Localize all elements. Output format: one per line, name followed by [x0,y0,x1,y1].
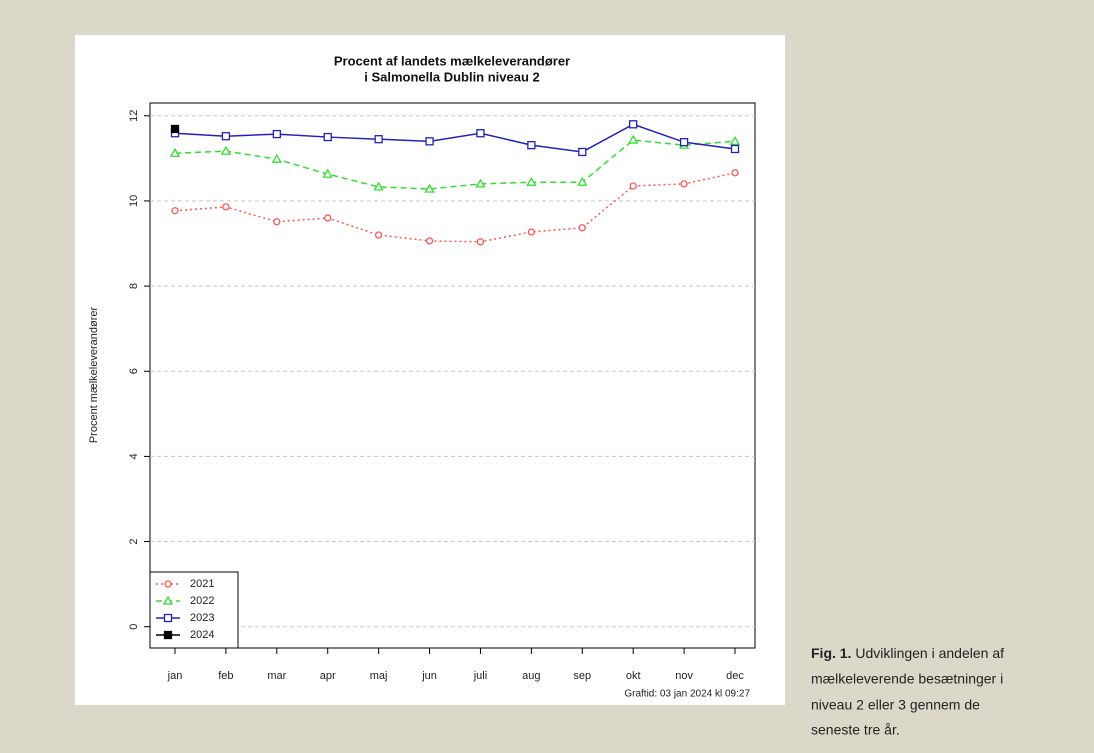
legend-marker [162,595,174,605]
x-tick-label: feb [218,670,233,682]
x-tick-label: aug [522,670,540,682]
x-tick-label: mar [267,670,286,682]
legend-label: 2021 [190,578,214,590]
x-tick-label: dec [726,670,744,682]
caption-line: Fig. 1. Udviklingen i andelen af [811,645,1004,661]
x-tick-label: jun [421,670,437,682]
data-point [730,144,740,154]
x-tick-label: sep [573,670,591,682]
series-line [174,172,736,243]
legend-label: 2022 [190,595,214,607]
data-point [322,168,333,178]
y-tick-label: 10 [128,195,140,207]
data-point [680,180,688,188]
data-point [425,237,434,245]
data-point [272,129,281,139]
data-point [271,153,282,163]
data-point [222,203,230,211]
legend-marker [164,580,172,588]
data-point [526,176,537,186]
y-axis-label: Procent mælkeleverandører [88,307,100,444]
data-point [273,218,281,226]
y-tick-label: 0 [128,624,140,630]
x-tick-label: jan [167,670,183,682]
x-tick-label: maj [370,670,388,682]
x-tick-label: apr [320,670,336,682]
data-point [374,135,383,144]
data-point [424,183,435,193]
data-point [169,147,181,157]
legend-label: 2024 [190,629,214,641]
caption-label: Fig. 1. [811,645,851,661]
data-point [475,178,486,188]
caption-line: seneste tre år. [811,722,900,738]
y-tick-label: 4 [128,453,140,459]
data-point [731,169,739,177]
plot-frame [149,102,756,649]
data-point [628,134,639,144]
x-tick-label: nov [675,670,693,682]
data-point [629,182,637,190]
data-point [170,124,180,134]
legend-marker [163,613,173,623]
data-point [220,145,232,155]
y-tick-label: 12 [128,110,140,122]
data-point [729,136,741,145]
x-tick-label: okt [626,670,641,682]
series-line [174,139,736,190]
data-point [373,181,384,191]
data-point [527,228,536,236]
data-point [679,138,689,147]
legend-label: 2023 [190,612,214,624]
data-point [221,132,231,141]
legend-marker [163,630,173,640]
data-point [476,129,485,138]
y-tick-label: 2 [128,538,140,544]
data-point [578,147,587,157]
caption-text: Udviklingen i andelen af [855,645,1004,661]
data-point [324,214,332,222]
data-point [577,176,588,186]
chart-title: Procent af landets mælkeleverandører [334,53,570,68]
y-tick-label: 6 [128,368,140,374]
footnote: Graftid: 03 jan 2024 kl 09:27 [624,689,750,700]
data-point [629,120,638,129]
data-point [374,231,383,239]
caption-line: niveau 2 eller 3 gennem de [811,697,980,713]
chart-title: i Salmonella Dublin niveau 2 [364,69,540,84]
data-point [476,238,485,246]
data-point [171,207,179,215]
x-tick-label: juli [473,670,487,682]
series-line [174,123,736,153]
data-point [323,132,332,142]
caption-line: mælkeleverende besætninger i [811,671,1003,687]
data-point [425,137,434,146]
y-tick-label: 8 [128,283,140,289]
data-point [578,224,586,232]
data-point [527,141,536,150]
